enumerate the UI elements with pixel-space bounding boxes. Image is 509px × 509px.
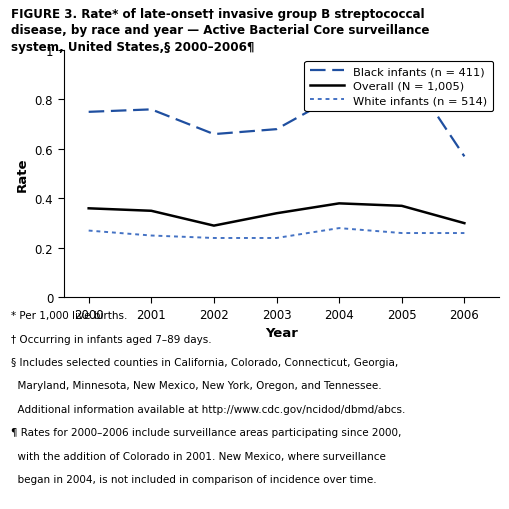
Text: began in 2004, is not included in comparison of incidence over time.: began in 2004, is not included in compar…: [11, 474, 377, 485]
Text: ¶ Rates for 2000–2006 include surveillance areas participating since 2000,: ¶ Rates for 2000–2006 include surveillan…: [11, 428, 402, 438]
Text: Additional information available at http://www.cdc.gov/ncidod/dbmd/abcs.: Additional information available at http…: [11, 404, 406, 414]
Text: FIGURE 3. Rate* of late-onset† invasive group B streptococcal: FIGURE 3. Rate* of late-onset† invasive …: [11, 8, 425, 20]
Text: with the addition of Colorado in 2001. New Mexico, where surveillance: with the addition of Colorado in 2001. N…: [11, 451, 386, 461]
Text: Maryland, Minnesota, New Mexico, New York, Oregon, and Tennessee.: Maryland, Minnesota, New Mexico, New Yor…: [11, 381, 382, 391]
Text: § Includes selected counties in California, Colorado, Connecticut, Georgia,: § Includes selected counties in Californ…: [11, 357, 399, 367]
Legend: Black infants (n = 411), Overall (N = 1,005), White infants (n = 514): Black infants (n = 411), Overall (N = 1,…: [304, 62, 493, 112]
Text: disease, by race and year — Active Bacterial Core surveillance: disease, by race and year — Active Bacte…: [11, 24, 430, 37]
Y-axis label: Rate: Rate: [16, 157, 29, 191]
Text: system, United States,§ 2000–2006¶: system, United States,§ 2000–2006¶: [11, 41, 254, 54]
X-axis label: Year: Year: [265, 327, 298, 340]
Text: † Occurring in infants aged 7–89 days.: † Occurring in infants aged 7–89 days.: [11, 334, 212, 344]
Text: * Per 1,000 live births.: * Per 1,000 live births.: [11, 310, 128, 321]
